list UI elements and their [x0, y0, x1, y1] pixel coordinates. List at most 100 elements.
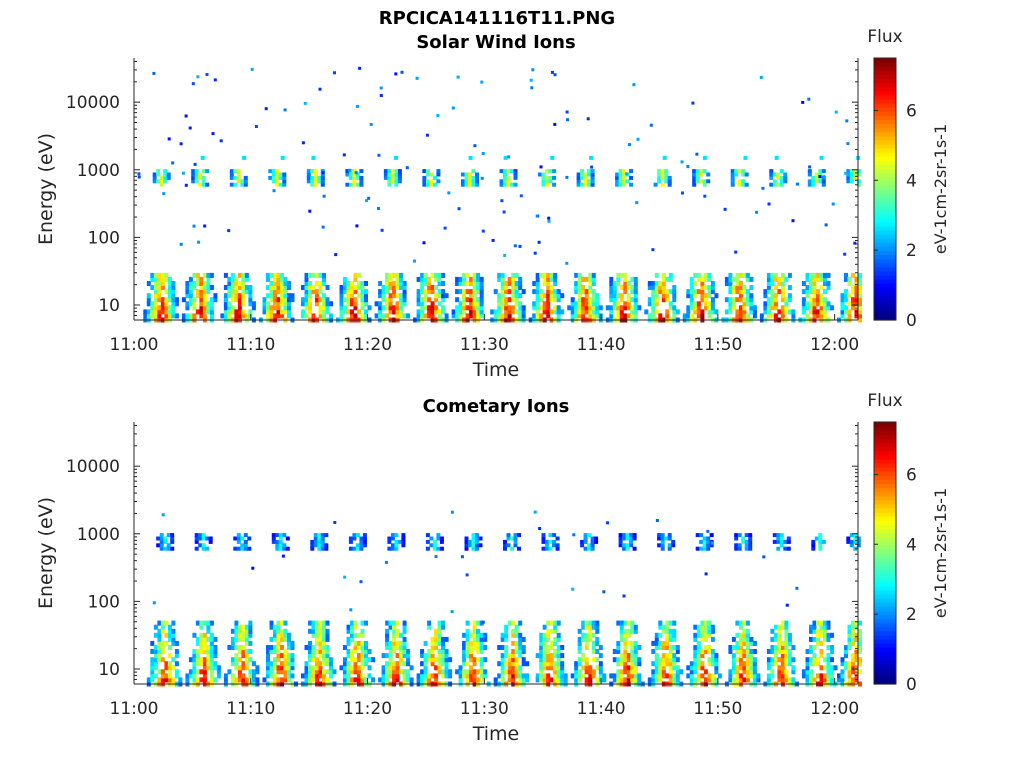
- heatmap-cell: [444, 657, 449, 663]
- heatmap-cell: [535, 289, 540, 295]
- heatmap-cell: [510, 182, 514, 187]
- heatmap-cell: [675, 665, 680, 671]
- heatmap-cell: [192, 673, 197, 679]
- heatmap-cell: [392, 640, 397, 646]
- heatmap-cell: [591, 289, 596, 295]
- heatmap-cell: [542, 293, 547, 299]
- heatmap-cell: [556, 293, 561, 299]
- heatmap-cell: [823, 657, 827, 663]
- heatmap-cell: [476, 620, 481, 626]
- heatmap-cell: [672, 661, 677, 667]
- heatmap-cell: [616, 649, 621, 654]
- heatmap-cell: [273, 289, 277, 295]
- heatmap-cell: [553, 628, 558, 634]
- heatmap-cell: [444, 649, 449, 654]
- heatmap-cell: [364, 309, 368, 315]
- heatmap-cell: [227, 669, 232, 675]
- heatmap-cell: [468, 182, 472, 187]
- heatmap-cell: [280, 636, 284, 642]
- heatmap-cell: [577, 301, 582, 307]
- heatmap-cell: [503, 175, 507, 180]
- heatmap-cell: [308, 620, 312, 626]
- heatmap-cell: [353, 657, 358, 663]
- heatmap-cell: [360, 653, 365, 659]
- colorbar-segment: [874, 565, 896, 570]
- heatmap-cell: [313, 175, 318, 180]
- heatmap-cell: [689, 289, 694, 295]
- colorbar-segment: [874, 152, 896, 157]
- heatmap-cell: [346, 653, 351, 659]
- heatmap-cell: [805, 649, 810, 654]
- heatmap-cell: [591, 276, 596, 282]
- colorbar-segment: [874, 98, 896, 104]
- heatmap-cell: [702, 536, 707, 541]
- heatmap-cell: [311, 155, 316, 160]
- heatmap-cell: [574, 305, 579, 311]
- heatmap-cell: [612, 297, 617, 303]
- heatmap-cell: [851, 640, 855, 646]
- heatmap-cell: [574, 285, 579, 290]
- heatmap-cell: [623, 657, 628, 663]
- heatmap-cell: [276, 645, 281, 650]
- heatmap-cell: [696, 653, 701, 659]
- heatmap-cell: [465, 649, 470, 654]
- heatmap-cell: [556, 297, 561, 303]
- heatmap-cell: [623, 272, 628, 278]
- heatmap-cell: [570, 305, 575, 311]
- heatmap-cell: [262, 309, 267, 315]
- heatmap-cell: [283, 657, 288, 663]
- heatmap-cell: [159, 175, 164, 180]
- heatmap-cell: [672, 632, 677, 638]
- heatmap-cell: [167, 297, 172, 303]
- heatmap-cell: [325, 297, 330, 303]
- heatmap-cell: [801, 289, 806, 295]
- heatmap-cell: [388, 640, 393, 646]
- colorbar-segment: [874, 58, 896, 63]
- heatmap-cell: [503, 179, 507, 184]
- heatmap-cell: [359, 169, 364, 174]
- heatmap-cell: [826, 272, 831, 278]
- heatmap-cell: [779, 533, 784, 538]
- heatmap-cell: [542, 673, 547, 679]
- heatmap-cell: [275, 539, 280, 544]
- heatmap-cell: [654, 657, 659, 663]
- heatmap-cell: [483, 632, 488, 638]
- heatmap-cell: [780, 640, 785, 646]
- heatmap-cell: [577, 669, 582, 675]
- heatmap-cell: [185, 677, 190, 683]
- heatmap-cell: [784, 624, 789, 630]
- heatmap-cell: [283, 305, 288, 311]
- heatmap-cell: [552, 182, 557, 187]
- heatmap-cell: [395, 665, 400, 671]
- heatmap-cell: [706, 529, 710, 533]
- heatmap-cell: [668, 665, 673, 671]
- heatmap-cell: [441, 305, 446, 311]
- heatmap-cell: [308, 272, 312, 278]
- heatmap-cell: [742, 309, 747, 315]
- heatmap-cell: [150, 301, 155, 307]
- heatmap-cell: [244, 640, 249, 646]
- heatmap-cell: [819, 640, 824, 646]
- heatmap-cell: [432, 539, 437, 544]
- heatmap-cell: [728, 276, 733, 282]
- heatmap-cell: [290, 653, 295, 659]
- heatmap-cell: [310, 546, 315, 551]
- heatmap-cell: [632, 83, 636, 87]
- heatmap-cell: [819, 301, 824, 307]
- heatmap-cell: [657, 543, 662, 548]
- heatmap-cell: [308, 657, 312, 663]
- y-tick-label: 10000: [66, 457, 120, 477]
- heatmap-cell: [576, 179, 581, 184]
- heatmap-cell: [752, 657, 757, 663]
- heatmap-cell: [280, 661, 284, 667]
- heatmap-cell: [430, 673, 435, 679]
- heatmap-cell: [230, 281, 235, 286]
- heatmap-cell: [588, 272, 593, 278]
- heatmap-cell: [306, 175, 311, 180]
- heatmap-cell: [748, 539, 753, 544]
- heatmap-cell: [430, 661, 435, 667]
- heatmap-cell: [280, 632, 284, 638]
- heatmap-cell: [360, 640, 365, 646]
- heatmap-cell: [469, 657, 474, 663]
- heatmap-cell: [387, 179, 392, 184]
